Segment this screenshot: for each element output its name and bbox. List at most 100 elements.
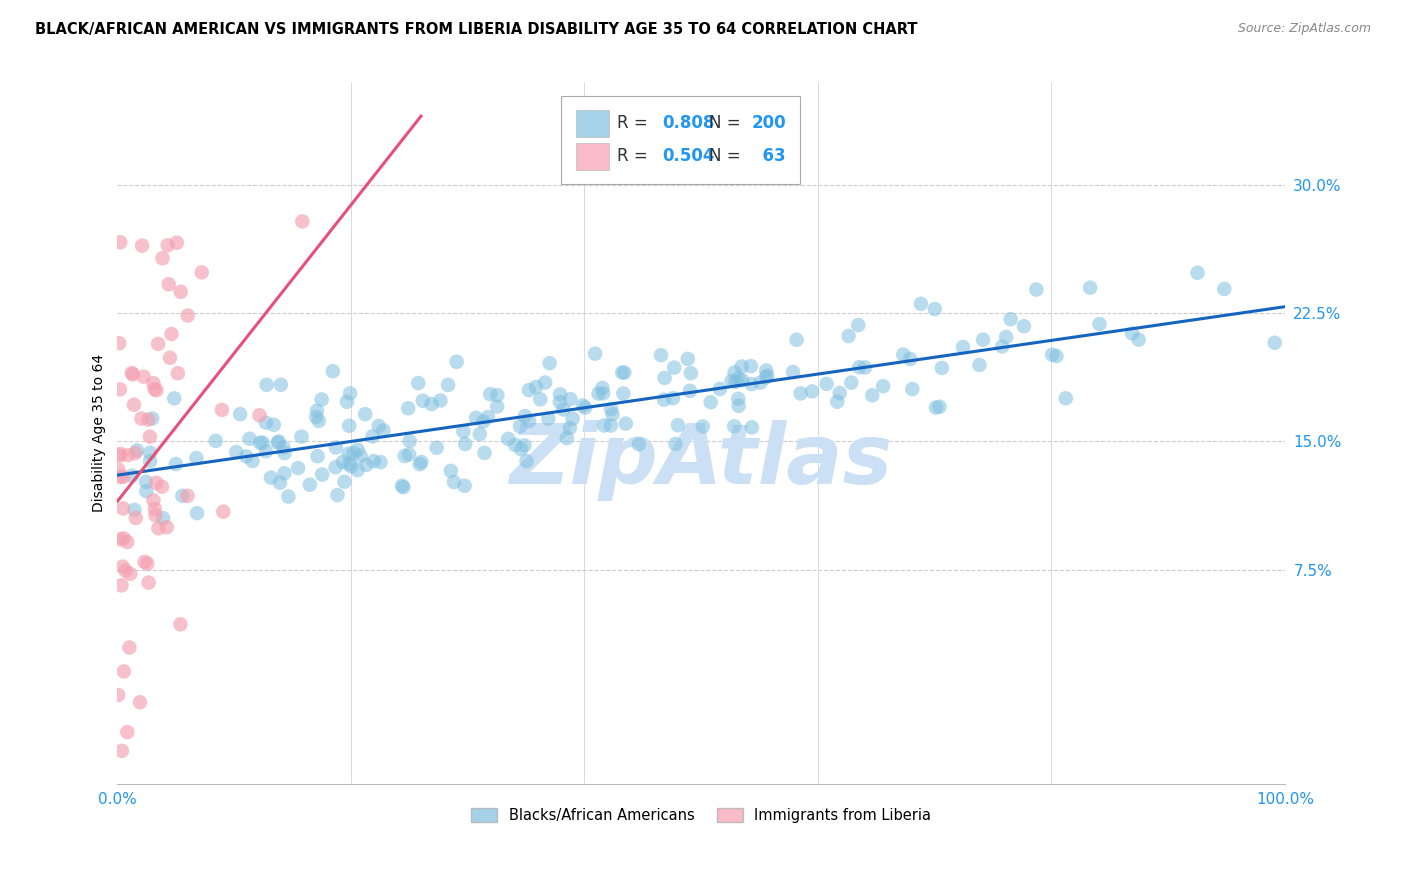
Point (337, 418, 360, 433)
Point (1054, 392, 1077, 406)
Point (731, 373, 754, 387)
Point (513, 409, 536, 423)
Point (332, 455, 354, 469)
Text: Source: ZipAtlas.com: Source: ZipAtlas.com (1237, 22, 1371, 36)
Point (163, 392, 186, 406)
Point (472, 415, 495, 429)
Point (139, 446, 162, 460)
Point (342, 446, 364, 460)
Point (477, 410, 499, 425)
Point (1045, 349, 1067, 363)
Point (613, 366, 636, 380)
Text: R =: R = (617, 114, 654, 132)
Point (692, 419, 714, 434)
Point (486, 388, 509, 402)
Point (910, 297, 932, 311)
Point (392, 480, 415, 494)
Point (135, 475, 157, 489)
Text: 63: 63 (751, 147, 786, 165)
Point (474, 446, 496, 460)
Point (972, 333, 994, 347)
Point (117, 448, 139, 462)
Point (453, 479, 475, 493)
Point (186, 506, 208, 520)
Point (872, 379, 894, 393)
Point (124, 503, 146, 517)
Point (112, 501, 135, 516)
Point (709, 382, 731, 396)
Point (110, 578, 132, 592)
Point (367, 419, 389, 434)
Point (1264, 335, 1286, 350)
Point (602, 407, 624, 421)
Point (134, 555, 156, 569)
Point (361, 429, 384, 443)
Point (108, 449, 131, 463)
Point (555, 431, 578, 445)
Point (277, 490, 299, 504)
FancyBboxPatch shape (576, 143, 609, 169)
Point (127, 443, 149, 458)
Point (339, 386, 361, 401)
Point (593, 418, 616, 433)
Point (108, 383, 131, 397)
Point (468, 427, 491, 442)
Point (325, 460, 347, 475)
Point (249, 435, 271, 450)
Point (465, 410, 488, 425)
Point (486, 400, 509, 414)
Point (107, 462, 129, 476)
Text: N =: N = (710, 114, 747, 132)
Point (515, 454, 537, 468)
Point (592, 386, 614, 401)
Point (298, 477, 321, 491)
Point (121, 468, 143, 483)
Text: ZipAtlas: ZipAtlas (509, 420, 893, 501)
Point (340, 459, 363, 474)
Point (135, 484, 157, 499)
Point (373, 424, 395, 438)
Point (838, 329, 860, 343)
Point (537, 411, 560, 425)
Point (396, 401, 419, 416)
Point (159, 351, 181, 365)
Point (156, 238, 179, 252)
Point (337, 447, 360, 461)
Point (723, 366, 745, 380)
Point (141, 411, 163, 425)
Point (254, 444, 277, 458)
Point (548, 387, 571, 401)
Point (136, 557, 159, 571)
Point (496, 432, 519, 446)
Point (256, 377, 278, 392)
Point (394, 449, 416, 463)
Point (112, 532, 135, 546)
Point (952, 340, 974, 354)
Point (336, 394, 359, 409)
Point (848, 360, 870, 375)
Point (786, 333, 808, 347)
Point (588, 386, 610, 401)
Point (143, 502, 166, 516)
Y-axis label: Disability Age 35 to 64: Disability Age 35 to 64 (93, 354, 107, 512)
Point (446, 355, 468, 369)
Point (1213, 282, 1236, 296)
Text: BLACK/AFRICAN AMERICAN VS IMMIGRANTS FROM LIBERIA DISABILITY AGE 35 TO 64 CORREL: BLACK/AFRICAN AMERICAN VS IMMIGRANTS FRO… (35, 22, 918, 37)
Point (548, 395, 571, 409)
Point (517, 383, 540, 397)
Point (212, 505, 235, 519)
Point (145, 508, 167, 523)
Point (411, 455, 433, 469)
Point (969, 358, 991, 372)
Point (152, 511, 174, 525)
Point (755, 363, 778, 377)
Point (398, 434, 420, 448)
Point (150, 480, 173, 494)
Point (676, 351, 699, 366)
Point (170, 285, 193, 299)
Point (122, 368, 145, 382)
Point (898, 351, 921, 366)
Point (654, 371, 676, 385)
Point (136, 412, 159, 426)
Point (176, 489, 198, 503)
